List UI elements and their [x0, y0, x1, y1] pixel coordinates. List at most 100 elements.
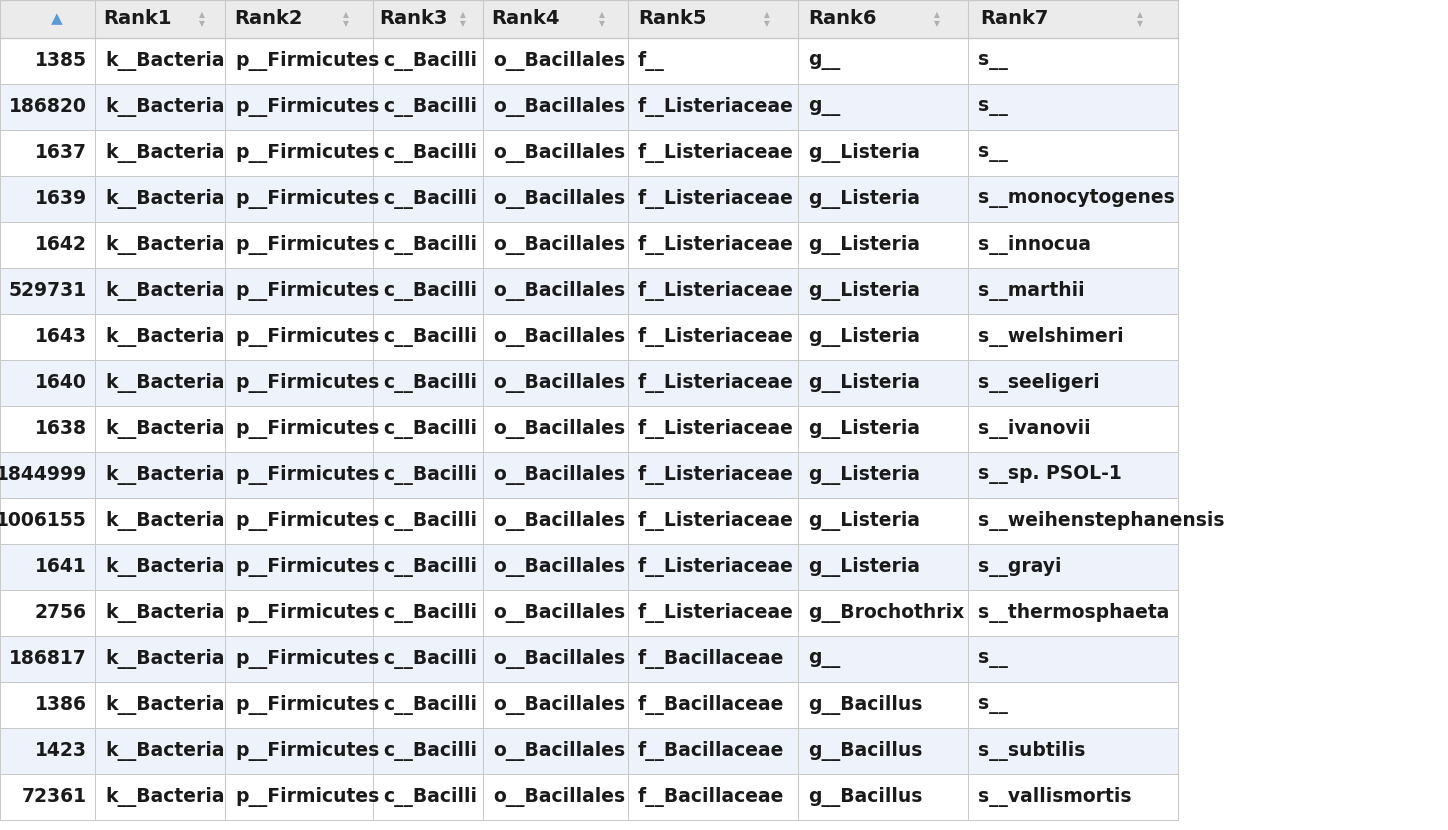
Text: ▲: ▲ — [934, 10, 940, 18]
Bar — [0, 590, 1179, 636]
Text: o__Bacillales: o__Bacillales — [492, 51, 626, 71]
Text: f__Listeriaceae: f__Listeriaceae — [639, 511, 794, 531]
Text: f__Bacillaceae: f__Bacillaceae — [639, 787, 785, 807]
Text: k__Bacteria: k__Bacteria — [106, 603, 224, 623]
Text: s__sp. PSOL-1: s__sp. PSOL-1 — [977, 466, 1122, 485]
Text: 1006155: 1006155 — [0, 511, 87, 530]
Text: 1385: 1385 — [35, 51, 87, 71]
Text: g__Listeria: g__Listeria — [808, 281, 919, 301]
Text: g__Listeria: g__Listeria — [808, 235, 919, 255]
Text: f__: f__ — [639, 51, 665, 71]
Text: k__Bacteria: k__Bacteria — [106, 695, 224, 715]
Text: c__Bacilli: c__Bacilli — [384, 649, 476, 669]
Bar — [0, 774, 1179, 820]
Text: g__Bacillus: g__Bacillus — [808, 741, 922, 761]
Text: f__Listeriaceae: f__Listeriaceae — [639, 143, 794, 163]
Text: s__innocua: s__innocua — [977, 235, 1090, 255]
Text: k__Bacteria: k__Bacteria — [106, 235, 224, 255]
Text: s__: s__ — [977, 51, 1008, 71]
Text: f__Listeriaceae: f__Listeriaceae — [639, 235, 794, 255]
Text: 1638: 1638 — [35, 419, 87, 438]
Text: g__Listeria: g__Listeria — [808, 419, 919, 439]
Bar — [0, 222, 1179, 268]
Text: ▲: ▲ — [460, 10, 466, 18]
Bar — [0, 452, 1179, 498]
Text: 1643: 1643 — [35, 328, 87, 346]
Text: 1639: 1639 — [35, 189, 87, 208]
Text: o__Bacillales: o__Bacillales — [492, 327, 626, 347]
Text: k__Bacteria: k__Bacteria — [106, 373, 224, 393]
Text: ▲: ▲ — [1137, 10, 1142, 18]
Text: ▼: ▼ — [934, 19, 940, 28]
Text: s__subtilis: s__subtilis — [977, 741, 1086, 761]
Text: g__Brochothrix: g__Brochothrix — [808, 603, 964, 623]
Text: c__Bacilli: c__Bacilli — [384, 787, 476, 807]
Bar — [0, 130, 1179, 176]
Text: o__Bacillales: o__Bacillales — [492, 143, 626, 163]
Text: f__Listeriaceae: f__Listeriaceae — [639, 327, 794, 347]
Text: ▼: ▼ — [198, 19, 204, 28]
Text: ▼: ▼ — [599, 19, 605, 28]
Text: ▲: ▲ — [765, 10, 770, 18]
Text: 2756: 2756 — [35, 603, 87, 622]
Text: c__Bacilli: c__Bacilli — [384, 373, 476, 393]
Text: o__Bacillales: o__Bacillales — [492, 373, 626, 393]
Text: o__Bacillales: o__Bacillales — [492, 97, 626, 117]
Text: 1423: 1423 — [35, 741, 87, 760]
Text: g__Listeria: g__Listeria — [808, 465, 919, 485]
Bar — [0, 84, 1179, 130]
Text: ▲: ▲ — [51, 12, 62, 27]
Text: c__Bacilli: c__Bacilli — [384, 465, 476, 485]
Text: Rank5: Rank5 — [639, 9, 707, 28]
Text: k__Bacteria: k__Bacteria — [106, 787, 224, 807]
Text: f__Bacillaceae: f__Bacillaceae — [639, 649, 785, 669]
Bar — [0, 38, 1179, 84]
Text: s__welshimeri: s__welshimeri — [977, 327, 1124, 347]
Bar — [0, 636, 1179, 682]
Text: 72361: 72361 — [22, 788, 87, 807]
Text: s__vallismortis: s__vallismortis — [977, 787, 1131, 807]
Text: o__Bacillales: o__Bacillales — [492, 511, 626, 531]
Text: s__monocytogenes: s__monocytogenes — [977, 189, 1174, 208]
Text: p__Firmicutes: p__Firmicutes — [235, 511, 379, 531]
Bar — [0, 728, 1179, 774]
Text: g__: g__ — [808, 650, 840, 668]
Text: c__Bacilli: c__Bacilli — [384, 281, 476, 301]
Bar — [0, 682, 1179, 728]
Text: f__Listeriaceae: f__Listeriaceae — [639, 97, 794, 117]
Text: c__Bacilli: c__Bacilli — [384, 97, 476, 117]
Text: o__Bacillales: o__Bacillales — [492, 235, 626, 255]
Text: Rank3: Rank3 — [379, 9, 447, 28]
Text: k__Bacteria: k__Bacteria — [106, 741, 224, 761]
Text: g__: g__ — [808, 97, 840, 116]
Bar — [0, 406, 1179, 452]
Text: p__Firmicutes: p__Firmicutes — [235, 235, 379, 255]
Text: p__Firmicutes: p__Firmicutes — [235, 189, 379, 209]
Text: c__Bacilli: c__Bacilli — [384, 51, 476, 71]
Text: o__Bacillales: o__Bacillales — [492, 465, 626, 485]
Text: f__Listeriaceae: f__Listeriaceae — [639, 419, 794, 439]
Text: k__Bacteria: k__Bacteria — [106, 511, 224, 531]
Text: o__Bacillales: o__Bacillales — [492, 189, 626, 209]
Text: ▲: ▲ — [198, 10, 204, 18]
Text: f__Listeriaceae: f__Listeriaceae — [639, 189, 794, 209]
Text: g__Listeria: g__Listeria — [808, 373, 919, 393]
Bar — [0, 268, 1179, 314]
Text: 1640: 1640 — [35, 374, 87, 393]
Text: k__Bacteria: k__Bacteria — [106, 327, 224, 347]
Text: p__Firmicutes: p__Firmicutes — [235, 419, 379, 439]
Text: f__Bacillaceae: f__Bacillaceae — [639, 695, 785, 715]
Text: f__Listeriaceae: f__Listeriaceae — [639, 557, 794, 577]
Text: g__: g__ — [808, 51, 840, 71]
Text: s__weihenstephanensis: s__weihenstephanensis — [977, 511, 1225, 531]
Text: o__Bacillales: o__Bacillales — [492, 419, 626, 439]
Text: p__Firmicutes: p__Firmicutes — [235, 695, 379, 715]
Text: c__Bacilli: c__Bacilli — [384, 143, 476, 163]
Text: p__Firmicutes: p__Firmicutes — [235, 603, 379, 623]
Text: o__Bacillales: o__Bacillales — [492, 557, 626, 577]
Text: o__Bacillales: o__Bacillales — [492, 603, 626, 623]
Text: o__Bacillales: o__Bacillales — [492, 741, 626, 761]
Text: p__Firmicutes: p__Firmicutes — [235, 787, 379, 807]
Text: g__Listeria: g__Listeria — [808, 189, 919, 209]
Text: f__Listeriaceae: f__Listeriaceae — [639, 465, 794, 485]
